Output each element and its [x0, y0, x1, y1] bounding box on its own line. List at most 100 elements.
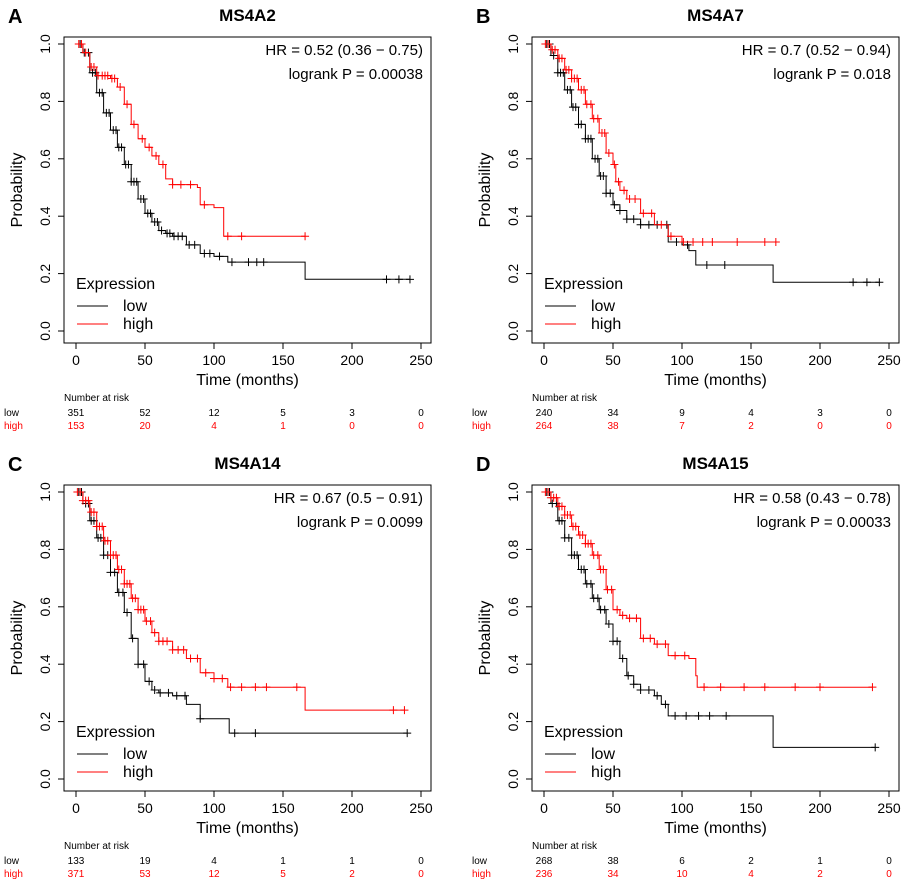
y-tick-label: 1.0 [505, 482, 521, 502]
risk-count-high: 20 [139, 421, 151, 432]
panel-d: D MS4A15 0.0 0.2 0.4 0.6 0.8 1.0 Probability 0 50 1… [472, 454, 901, 880]
censor-mark-low [573, 551, 582, 560]
censor-mark-high [117, 565, 126, 574]
censor-mark-low [190, 240, 199, 249]
censor-mark-high [186, 180, 195, 189]
risk-count-low: 3 [349, 408, 355, 419]
y-axis: 0.0 0.2 0.4 0.6 0.8 1.0 Probability [9, 34, 65, 341]
censor-mark-high [544, 488, 553, 496]
y-tick-label: 0.6 [37, 597, 53, 617]
censor-mark-high [586, 539, 595, 548]
censor-mark-low [215, 252, 224, 261]
risk-row-label-high: high [472, 421, 491, 432]
y-tick-label: 0.2 [505, 712, 521, 732]
risk-row-label-low: low [472, 408, 488, 419]
x-tick-label: 250 [877, 352, 901, 368]
censor-mark-low [139, 660, 148, 669]
survival-curve-high [76, 43, 306, 237]
risk-count-high: 0 [418, 869, 424, 880]
censor-mark-high [163, 637, 172, 646]
risk-count-low: 240 [536, 408, 553, 419]
censor-mark-low [128, 634, 137, 643]
censor-mark-high [150, 628, 159, 637]
censor-mark-low [564, 533, 573, 542]
censor-mark-low [636, 686, 645, 695]
legend-label-low: low [591, 298, 615, 315]
censor-mark-low [165, 229, 174, 238]
risk-count-low: 0 [886, 856, 892, 867]
censor-mark-high [146, 617, 155, 626]
censor-mark-high [200, 200, 209, 209]
censor-mark-low [722, 711, 731, 720]
censor-mark-high [226, 683, 235, 692]
risk-count-high: 53 [139, 869, 151, 880]
legend-label-high: high [123, 316, 153, 333]
x-tick-label: 200 [808, 800, 832, 816]
censor-mark-low [849, 278, 858, 287]
censor-mark-high [176, 180, 185, 189]
risk-count-low: 0 [418, 408, 424, 419]
censor-mark-low [145, 677, 154, 686]
censor-mark-low [653, 691, 662, 700]
x-tick-label: 200 [808, 352, 832, 368]
x-tick-label: 50 [605, 800, 621, 816]
risk-count-high: 264 [536, 421, 553, 432]
censor-mark-low [172, 691, 181, 700]
legend-label-low: low [123, 298, 147, 315]
logrank-p-text: logrank P = 0.0099 [297, 514, 423, 531]
censor-mark-high [566, 510, 575, 519]
x-axis: 0 50 100 150 200 250 Time (months) [72, 790, 433, 837]
censor-mark-low [600, 605, 609, 614]
y-tick-label: 0.6 [37, 149, 53, 169]
y-tick-label: 0.2 [37, 712, 53, 732]
censor-mark-low [394, 275, 403, 284]
censor-mark-high [389, 706, 398, 715]
y-tick-label: 0.0 [505, 321, 521, 341]
censor-mark-low [629, 680, 638, 689]
censor-mark-low [604, 620, 613, 629]
censor-mark-high [237, 683, 246, 692]
censor-mark-high [604, 149, 613, 158]
risk-count-high: 1 [280, 421, 286, 432]
censor-mark-low [577, 120, 586, 129]
y-tick-label: 1.0 [37, 34, 53, 54]
censor-mark-high [791, 683, 800, 692]
censor-mark-high [112, 551, 121, 560]
censor-mark-low [586, 579, 595, 588]
censor-mark-high [210, 674, 218, 683]
censor-mark-high [760, 238, 769, 247]
censor-mark-low [244, 258, 253, 267]
risk-count-high: 0 [349, 421, 355, 432]
risk-row-label-high: high [4, 869, 23, 880]
x-tick-label: 50 [605, 352, 621, 368]
risk-count-high: 4 [748, 869, 754, 880]
censor-mark-high [201, 668, 210, 677]
y-tick-label: 1.0 [37, 482, 53, 502]
censor-mark-high [89, 508, 98, 517]
censor-mark-high [158, 160, 167, 169]
censor-mark-high [599, 565, 608, 574]
censor-mark-low [720, 260, 729, 269]
censor-mark-high [666, 232, 675, 241]
legend-label-low: low [123, 746, 147, 763]
risk-count-high: 34 [607, 869, 619, 880]
censor-mark-low [636, 220, 645, 229]
risk-row-label-low: low [4, 856, 20, 867]
censor-mark-low [549, 51, 558, 60]
censor-mark-low [181, 691, 190, 700]
censor-mark-high [716, 683, 725, 692]
risk-count-high: 2 [748, 421, 754, 432]
censor-mark-low [862, 278, 871, 287]
censor-mark-low [157, 226, 166, 235]
survival-curve-low [76, 491, 408, 734]
censor-mark-low [682, 711, 691, 720]
y-tick-label: 0.2 [505, 264, 521, 284]
censor-mark-high [400, 706, 409, 715]
censor-mark-high [631, 194, 640, 203]
censor-mark-high [557, 54, 566, 63]
censor-mark-high [152, 151, 161, 160]
risk-count-low: 5 [280, 408, 286, 419]
censor-mark-high [740, 683, 749, 692]
censor-mark-high [679, 238, 688, 247]
